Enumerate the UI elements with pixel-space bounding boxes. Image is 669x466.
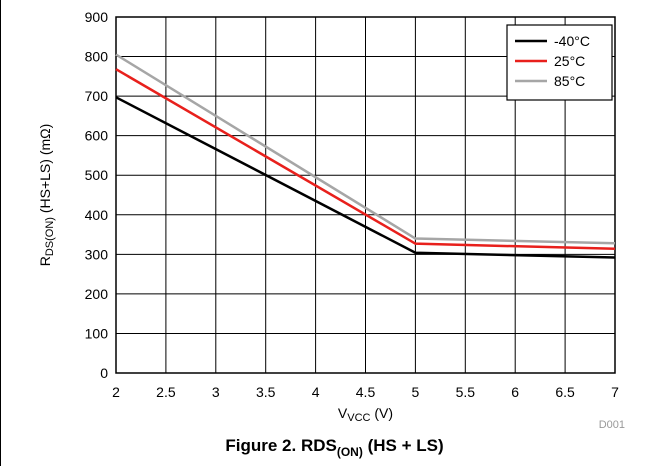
- y-tick-label: 100: [85, 325, 109, 341]
- legend-label: -40°C: [554, 33, 590, 49]
- x-tick-label: 2.5: [156, 384, 176, 400]
- legend-box: [506, 24, 613, 101]
- x-tick-label: 6.5: [555, 384, 575, 400]
- y-tick-label: 200: [85, 286, 109, 302]
- x-tick-label: 4.5: [356, 384, 376, 400]
- x-tick-label: 4: [312, 384, 320, 400]
- x-tick-label: 3.5: [256, 384, 276, 400]
- y-tick-label: 0: [100, 365, 108, 381]
- x-tick-label: 5.5: [456, 384, 476, 400]
- y-axis-label: RDS(ON) (HS+LS) (mΩ): [37, 124, 56, 267]
- page-border-left: [0, 0, 1, 466]
- figure-id-note: D001: [599, 419, 625, 431]
- x-axis-label: VVCC (V): [338, 405, 393, 424]
- y-tick-label: 500: [85, 167, 109, 183]
- caption-main: Figure 2. RDS: [225, 436, 337, 455]
- caption-subscript: (ON): [336, 445, 363, 459]
- x-tick-label: 3: [212, 384, 220, 400]
- y-tick-label: 300: [85, 246, 109, 262]
- y-tick-label: 900: [85, 9, 109, 25]
- legend-label: 25°C: [554, 53, 585, 69]
- figure-caption: Figure 2. RDS(ON) (HS + LS): [0, 436, 669, 459]
- series-line: [115, 96, 616, 259]
- y-tick-label: 700: [85, 88, 109, 104]
- legend-label: 85°C: [554, 73, 585, 89]
- x-tick-label: 5: [412, 384, 420, 400]
- x-tick-label: 6: [511, 384, 519, 400]
- caption-tail: (HS + LS): [362, 436, 444, 455]
- y-tick-label: 600: [85, 128, 109, 144]
- series-line: [115, 53, 616, 245]
- series-line: [115, 68, 616, 251]
- x-tick-label: 2: [112, 384, 120, 400]
- y-tick-label: 800: [85, 49, 109, 65]
- plot-frame: [115, 16, 616, 374]
- y-tick-label: 400: [85, 207, 109, 223]
- x-tick-label: 7: [611, 384, 619, 400]
